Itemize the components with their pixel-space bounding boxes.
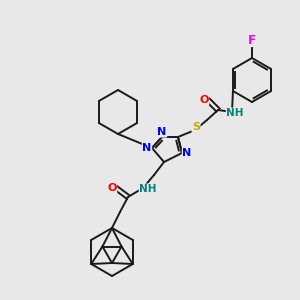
Text: O: O bbox=[199, 95, 209, 105]
Text: N: N bbox=[142, 143, 152, 153]
Text: S: S bbox=[192, 122, 200, 132]
Text: O: O bbox=[107, 183, 117, 193]
Text: NH: NH bbox=[226, 108, 244, 118]
Text: N: N bbox=[158, 127, 166, 137]
Text: NH: NH bbox=[139, 184, 157, 194]
Text: F: F bbox=[248, 34, 256, 46]
Text: N: N bbox=[182, 148, 192, 158]
